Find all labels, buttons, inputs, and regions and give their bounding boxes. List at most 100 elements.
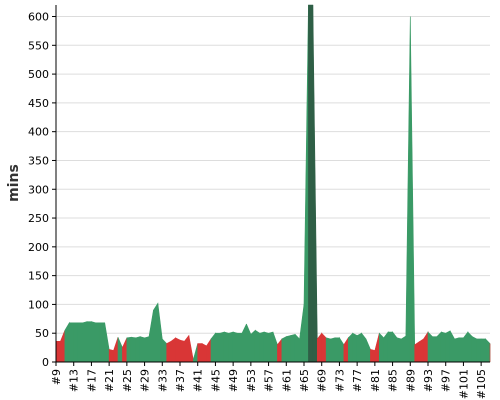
y-tick-label: 0 <box>42 356 49 369</box>
data-point-77 <box>356 332 362 363</box>
x-tick-label: #13 <box>68 369 81 392</box>
data-point-72 <box>334 337 340 363</box>
y-tick-label: 450 <box>28 97 49 110</box>
data-point-90 <box>414 341 420 363</box>
data-point-41 <box>197 343 203 363</box>
x-tick-label: #45 <box>209 369 222 392</box>
x-tick-label: #17 <box>85 369 98 392</box>
data-point-50 <box>237 332 243 363</box>
data-point-100 <box>458 337 464 363</box>
data-point-43 <box>206 337 212 363</box>
y-tick-label: 350 <box>28 154 49 167</box>
data-point-84 <box>387 331 393 363</box>
data-point-30 <box>148 310 154 363</box>
data-point-9 <box>55 340 61 363</box>
data-point-53 <box>250 329 256 363</box>
y-tick-label: 150 <box>28 270 49 283</box>
x-tick-label: #81 <box>369 369 382 392</box>
data-point-94 <box>432 336 438 363</box>
data-point-18 <box>95 322 101 363</box>
data-point-57 <box>268 331 274 363</box>
data-point-22 <box>113 337 119 363</box>
data-point-70 <box>325 337 331 363</box>
data-point-15 <box>82 321 88 363</box>
x-tick-label: #49 <box>227 369 240 392</box>
y-axis-label: mins <box>6 164 22 202</box>
data-point-63 <box>294 333 300 363</box>
data-point-28 <box>139 336 145 363</box>
data-point-38 <box>184 334 190 363</box>
data-point-11 <box>64 321 70 363</box>
data-point-49 <box>232 331 238 363</box>
data-point-56 <box>263 331 269 363</box>
data-point-68 <box>316 332 323 363</box>
data-point-103 <box>471 336 478 363</box>
x-tick-label: #89 <box>404 369 417 392</box>
gridlines <box>56 16 490 363</box>
data-point-79 <box>365 338 371 363</box>
data-point-13 <box>73 322 79 363</box>
x-tick-label: #85 <box>387 369 400 392</box>
data-point-27 <box>135 336 141 363</box>
data-point-21 <box>108 348 114 363</box>
data-point-78 <box>361 332 367 363</box>
data-point-61 <box>285 335 292 363</box>
y-tick-label: 200 <box>28 241 49 254</box>
y-tick-label: 400 <box>28 126 49 139</box>
data-point-26 <box>130 336 137 363</box>
x-tick-label: #57 <box>263 369 276 392</box>
data-point-95 <box>436 331 442 363</box>
data-point-97 <box>445 330 451 363</box>
x-tick-label: #53 <box>245 369 258 392</box>
data-bands <box>55 4 491 363</box>
data-point-17 <box>91 321 97 363</box>
data-point-60 <box>281 336 287 363</box>
x-tick-label: #33 <box>156 369 169 392</box>
x-tick-label: #73 <box>333 369 346 392</box>
y-tick-label: 500 <box>28 68 49 81</box>
y-tick-label: 100 <box>28 298 49 311</box>
y-tick-label: 50 <box>35 327 49 340</box>
data-point-45 <box>215 332 221 363</box>
data-point-75 <box>347 332 354 363</box>
data-point-69 <box>321 332 327 363</box>
data-point-32 <box>157 303 163 363</box>
data-point-92 <box>423 331 429 363</box>
data-point-42 <box>201 343 207 363</box>
data-point-66 <box>308 4 314 363</box>
y-tick-label: 250 <box>28 212 49 225</box>
data-point-46 <box>219 331 225 363</box>
data-point-12 <box>68 322 75 363</box>
data-point-71 <box>330 337 336 363</box>
x-tick-label: #21 <box>103 369 116 392</box>
data-point-106 <box>485 338 491 363</box>
data-point-14 <box>77 322 83 363</box>
x-tick-label: #105 <box>475 369 488 399</box>
x-tick-label: #97 <box>440 369 453 392</box>
data-point-16 <box>86 321 92 363</box>
data-point-85 <box>392 331 398 363</box>
x-tick-label: #101 <box>457 369 470 399</box>
y-axis-ticks: 0 50 100 150 200 250 300 350 400 450 500 550 600 <box>28 11 56 369</box>
x-tick-label: #29 <box>139 369 152 392</box>
data-point-40 <box>192 343 199 363</box>
y-tick-label: 600 <box>28 11 49 24</box>
data-point-101 <box>463 331 469 363</box>
data-point-33 <box>161 338 168 363</box>
x-tick-label: #77 <box>351 369 364 392</box>
data-point-96 <box>440 331 447 363</box>
data-point-31 <box>153 302 159 363</box>
data-point-105 <box>480 338 486 363</box>
data-point-25 <box>126 336 132 363</box>
data-point-55 <box>259 331 265 363</box>
data-point-73 <box>339 336 345 363</box>
data-point-80 <box>370 348 376 363</box>
data-point-99 <box>454 337 460 363</box>
data-point-74 <box>343 336 349 363</box>
x-tick-label: #25 <box>121 369 134 392</box>
data-point-86 <box>396 337 402 363</box>
data-point-91 <box>418 338 424 363</box>
data-point-64 <box>299 304 305 363</box>
y-tick-label: 300 <box>28 183 49 196</box>
